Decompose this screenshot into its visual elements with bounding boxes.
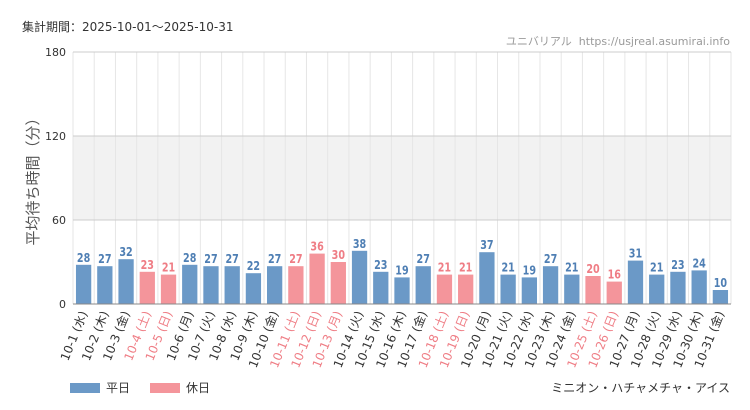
legend-weekday: 平日 — [70, 379, 130, 396]
legend-holiday-label: 休日 — [186, 381, 211, 395]
site-url[interactable]: https://usjreal.asumirai.info — [578, 35, 730, 48]
bar[interactable] — [160, 274, 177, 304]
data-label: 30 — [332, 248, 346, 262]
bar[interactable] — [97, 266, 113, 304]
data-label: 28 — [183, 251, 196, 265]
y-tick-label: 0 — [59, 298, 66, 311]
bar[interactable] — [564, 274, 580, 304]
bar[interactable] — [245, 273, 262, 304]
bar[interactable] — [330, 262, 346, 304]
value-labels: 28 27 32 23 21 28 27 27 22 27 27 36 30 38 23 19 27 21 21 37… — [77, 237, 728, 291]
y-tick-label: 60 — [52, 214, 66, 227]
site-credit: ユニバリアル https://usjreal.asumirai.info — [506, 33, 730, 49]
bar[interactable] — [691, 270, 707, 304]
bar[interactable] — [712, 290, 729, 304]
data-label: 24 — [692, 256, 706, 270]
bar[interactable] — [267, 266, 283, 304]
x-axis-labels: 10-1 (水)10-2 (木)10-3 (金)10-4 (土)10-5 (日)… — [58, 309, 727, 370]
data-label: 23 — [141, 258, 154, 272]
data-label: 27 — [417, 252, 430, 266]
bar[interactable] — [585, 276, 601, 304]
y-axis-label: 平均待ち時間（分） — [24, 110, 42, 245]
data-label: 23 — [374, 258, 387, 272]
bar[interactable] — [627, 260, 644, 304]
bar[interactable] — [75, 264, 92, 304]
bar[interactable] — [500, 274, 516, 304]
bar[interactable] — [436, 274, 453, 304]
legend-holiday: 休日 — [150, 379, 210, 396]
data-label: 32 — [119, 245, 132, 259]
bar[interactable] — [521, 277, 537, 304]
data-label: 21 — [162, 261, 175, 275]
data-label: 37 — [480, 238, 493, 252]
weekday-swatch — [70, 382, 100, 393]
bar[interactable] — [373, 271, 389, 304]
data-label: 20 — [586, 262, 600, 276]
data-label: 36 — [310, 240, 323, 254]
data-label: 16 — [608, 268, 621, 282]
bar[interactable] — [118, 259, 134, 304]
legend-weekday-label: 平日 — [106, 381, 131, 395]
data-label: 19 — [395, 263, 408, 277]
y-axis-ticks: 0 60 120 180 — [45, 46, 66, 311]
data-label: 21 — [650, 261, 663, 275]
y-tick-label: 180 — [45, 46, 66, 59]
bar[interactable] — [670, 271, 686, 304]
bar[interactable] — [288, 266, 304, 304]
bar[interactable] — [182, 264, 198, 304]
data-label: 23 — [671, 258, 684, 272]
data-label: 38 — [353, 237, 366, 251]
bars — [75, 250, 729, 304]
data-label: 21 — [459, 261, 472, 275]
data-label: 10 — [714, 276, 728, 290]
bar[interactable] — [479, 252, 495, 304]
data-label: 27 — [544, 252, 557, 266]
data-label: 27 — [289, 252, 302, 266]
data-label: 27 — [268, 252, 281, 266]
park-name: ユニバリアル — [505, 35, 572, 48]
bar[interactable] — [606, 281, 622, 304]
data-label: 22 — [247, 259, 260, 273]
data-label: 27 — [98, 252, 111, 266]
attraction-name: ミニオン・ハチャメチャ・アイス — [551, 381, 730, 395]
bar[interactable] — [394, 277, 410, 304]
data-label: 21 — [438, 261, 451, 275]
bar[interactable] — [203, 266, 219, 304]
holiday-swatch — [150, 382, 180, 393]
period-label: 集計期間：2025-10-01～2025-10-31 — [22, 20, 234, 34]
bar[interactable] — [415, 266, 431, 304]
data-label: 31 — [629, 247, 642, 261]
data-label: 19 — [523, 263, 536, 277]
data-label: 21 — [565, 261, 578, 275]
data-label: 21 — [501, 261, 514, 275]
bar[interactable] — [139, 271, 155, 304]
bar[interactable] — [224, 266, 240, 304]
bar[interactable] — [542, 266, 559, 304]
bar[interactable] — [649, 274, 665, 304]
bar[interactable] — [458, 274, 474, 304]
plot-band-upper — [73, 136, 731, 220]
data-label: 28 — [77, 251, 90, 265]
data-label: 27 — [226, 252, 239, 266]
data-label: 27 — [204, 252, 217, 266]
bar[interactable] — [309, 253, 325, 304]
bar[interactable] — [351, 250, 368, 304]
y-tick-label: 120 — [45, 130, 66, 143]
